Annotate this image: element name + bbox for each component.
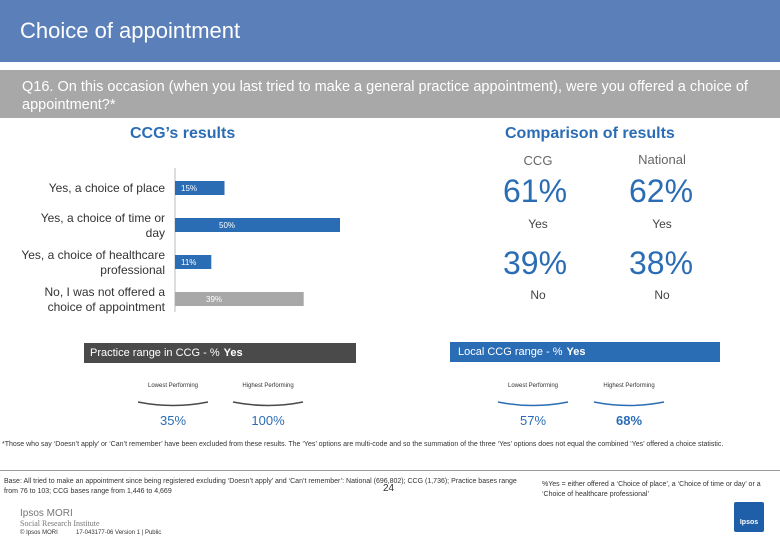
local-lowest-divider <box>497 401 569 407</box>
question-banner: Q16. On this occasion (when you last tri… <box>0 70 780 118</box>
category-label-0-0: Yes, a choice of place <box>49 181 166 195</box>
practice-highest-label: Highest Performing <box>242 383 294 389</box>
col-head-ccg: CCG <box>523 153 553 168</box>
category-label-2-1: professional <box>100 263 165 277</box>
local-lowest-label: Lowest Performing <box>507 383 559 389</box>
yes-national-value: 62% <box>628 173 694 209</box>
yes-ccg-value: 61% <box>502 173 568 209</box>
no-national-value: 38% <box>628 245 694 281</box>
ipsos-mori-logo: Ipsos MORI <box>20 508 73 519</box>
copyright: © Ipsos MORI <box>20 530 58 536</box>
yes-national-label: Yes <box>652 217 672 231</box>
bar-value-label-2: 11% <box>181 258 196 267</box>
practice-range-bar: Practice range in CCG - % Yes <box>84 343 356 363</box>
page-number: 24 <box>383 483 395 494</box>
bar-3 <box>175 292 304 306</box>
practice-highest-value: 100% <box>251 413 285 428</box>
footnote: *Those who say ‘Doesn’t apply’ or ‘Can’t… <box>2 441 724 448</box>
category-label-1-0: Yes, a choice of time or <box>41 211 165 225</box>
local-range-label-bold: Yes <box>566 346 586 358</box>
practice-range-label-bold: Yes <box>223 347 243 359</box>
bar-0 <box>175 181 225 195</box>
practice-lowest-divider <box>137 401 209 407</box>
base-text: Base: All tried to make an appointment s… <box>4 478 517 495</box>
practice-lowest-value: 35% <box>159 413 187 428</box>
practice-lowest-label: Lowest Performing <box>147 383 199 389</box>
social-research-institute-text: Social Research Institute <box>20 519 100 528</box>
local-highest-value: 68% <box>615 413 643 428</box>
local-range-label: Local CCG range - % <box>458 346 563 358</box>
ccg-results-title: CCG’s results <box>130 125 236 142</box>
practice-highest-divider <box>232 401 304 407</box>
category-label-2-0: Yes, a choice of healthcare <box>21 248 165 262</box>
bar-1 <box>175 218 340 232</box>
ccg-bar-chart: 15% Yes, a choice of place 50% Yes, a choic… <box>21 168 340 314</box>
ipsos-logo-icon: Ipsos <box>734 502 764 532</box>
footer-divider <box>0 470 780 471</box>
yes-definition-note: %Yes = either offered a ‘Choice of place… <box>542 481 761 498</box>
ipsos-logo-text: Ipsos <box>739 519 759 526</box>
bar-value-label-1: 50% <box>219 221 235 230</box>
no-ccg-value: 39% <box>502 245 568 281</box>
local-highest-divider <box>593 401 665 407</box>
bar-value-label-3: 39% <box>206 295 222 304</box>
category-label-3-0: No, I was not offered a <box>44 285 165 299</box>
page-title: Choice of appointment <box>20 18 241 43</box>
local-range-bar: Local CCG range - % Yes <box>450 342 720 362</box>
col-head-national: National <box>638 152 686 167</box>
question-text: Q16. On this occasion (when you last tri… <box>22 79 748 113</box>
bar-2 <box>175 255 212 269</box>
bar-value-label-0: 15% <box>181 184 197 193</box>
no-national-label: No <box>654 288 670 302</box>
category-label-1-1: day <box>146 226 165 240</box>
no-ccg-label: No <box>530 288 546 302</box>
yes-ccg-label: Yes <box>528 217 548 231</box>
header-banner: Choice of appointment <box>0 0 780 62</box>
local-highest-label: Highest Performing <box>603 383 655 389</box>
comparison-title: Comparison of results <box>505 125 675 142</box>
document-reference: 17-043177-06 Version 1 | Public <box>76 530 162 536</box>
practice-range-label: Practice range in CCG - % <box>90 347 220 359</box>
category-label-3-1: choice of appointment <box>48 300 166 314</box>
local-lowest-value: 57% <box>519 413 547 428</box>
